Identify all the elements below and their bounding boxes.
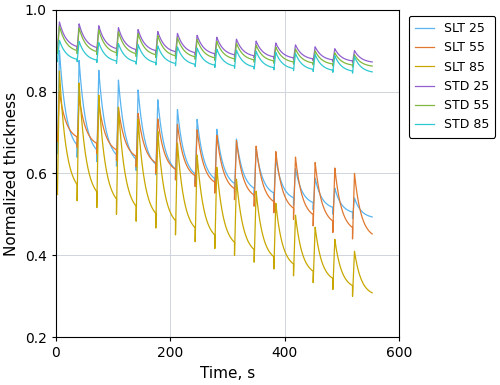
SLT 25 — [56, 48, 62, 53]
SLT 25 — [264, 184, 270, 189]
STD 25 — [192, 50, 198, 55]
STD 55 — [105, 46, 111, 50]
SLT 85 — [192, 224, 198, 229]
STD 25 — [264, 52, 270, 57]
Line: STD 25: STD 25 — [58, 22, 372, 63]
SLT 25 — [192, 171, 198, 176]
SLT 55 — [350, 237, 356, 241]
SLT 25 — [248, 184, 254, 188]
STD 25 — [369, 60, 375, 64]
SLT 55 — [105, 139, 111, 143]
STD 85 — [264, 63, 270, 67]
STD 25 — [79, 31, 85, 35]
STD 85 — [54, 59, 60, 63]
SLT 85 — [79, 124, 85, 128]
SLT 85 — [369, 291, 375, 295]
STD 25 — [350, 60, 356, 65]
STD 85 — [248, 64, 254, 69]
STD 55 — [54, 50, 60, 55]
SLT 85 — [264, 244, 270, 249]
STD 55 — [350, 65, 356, 69]
Line: SLT 85: SLT 85 — [58, 71, 372, 296]
STD 55 — [216, 45, 222, 49]
STD 25 — [56, 20, 62, 24]
STD 85 — [216, 52, 222, 57]
STD 55 — [369, 64, 375, 69]
SLT 25 — [79, 94, 85, 98]
SLT 55 — [54, 138, 60, 143]
STD 55 — [264, 56, 270, 61]
SLT 85 — [350, 294, 356, 299]
Line: STD 55: STD 55 — [58, 26, 372, 67]
STD 85 — [369, 70, 375, 74]
Legend: SLT 25, SLT 55, SLT 85, STD 25, STD 55, STD 85: SLT 25, SLT 55, SLT 85, STD 25, STD 55, … — [409, 16, 496, 138]
STD 55 — [56, 24, 62, 28]
STD 55 — [79, 35, 85, 40]
SLT 85 — [216, 189, 222, 194]
STD 55 — [248, 57, 254, 61]
SLT 25 — [350, 216, 356, 221]
STD 85 — [79, 47, 85, 51]
STD 85 — [56, 38, 62, 43]
Line: SLT 55: SLT 55 — [58, 92, 372, 239]
SLT 85 — [248, 244, 254, 248]
STD 25 — [54, 46, 60, 51]
SLT 55 — [264, 191, 270, 195]
STD 25 — [105, 42, 111, 47]
SLT 85 — [105, 177, 111, 181]
Line: STD 85: STD 85 — [58, 40, 372, 73]
SLT 55 — [216, 150, 222, 155]
Line: SLT 25: SLT 25 — [58, 50, 372, 219]
SLT 25 — [369, 214, 375, 219]
STD 25 — [248, 53, 254, 57]
SLT 25 — [54, 151, 60, 155]
SLT 55 — [56, 89, 62, 94]
SLT 25 — [216, 144, 222, 149]
SLT 55 — [369, 232, 375, 236]
SLT 85 — [54, 192, 60, 196]
SLT 85 — [56, 69, 62, 74]
STD 25 — [216, 40, 222, 45]
SLT 55 — [192, 173, 198, 177]
SLT 55 — [248, 190, 254, 195]
STD 55 — [192, 54, 198, 59]
X-axis label: Time, s: Time, s — [200, 366, 255, 381]
SLT 25 — [105, 136, 111, 141]
STD 85 — [105, 55, 111, 60]
STD 85 — [192, 62, 198, 67]
STD 85 — [350, 71, 356, 75]
SLT 55 — [79, 113, 85, 117]
Y-axis label: Normalized thickness: Normalized thickness — [4, 91, 19, 256]
